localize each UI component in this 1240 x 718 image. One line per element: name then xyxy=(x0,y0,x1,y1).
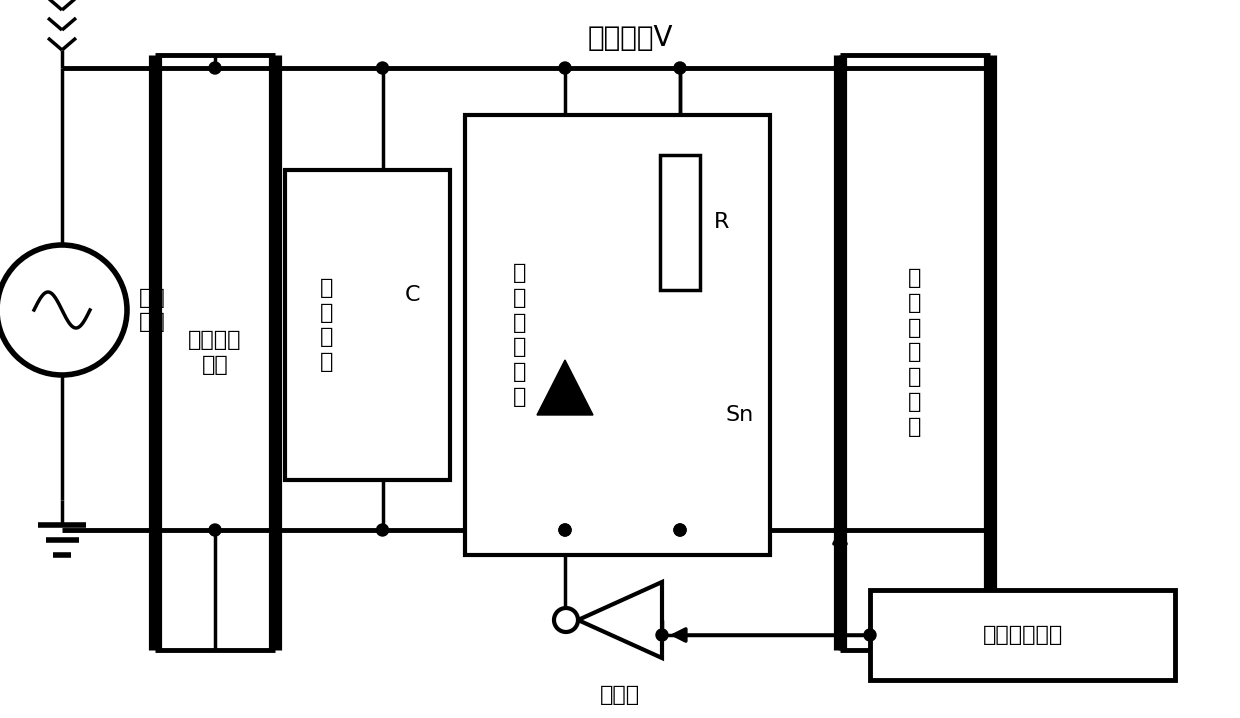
Circle shape xyxy=(377,524,388,536)
Circle shape xyxy=(656,629,668,641)
Circle shape xyxy=(559,62,570,74)
Circle shape xyxy=(675,524,686,536)
Text: 时序发生设备: 时序发生设备 xyxy=(982,625,1063,645)
Text: 脉
冲
匹
配
网
络: 脉 冲 匹 配 网 络 xyxy=(513,263,527,407)
Text: Sn: Sn xyxy=(725,405,754,425)
Text: 大
功
率
脉
冲
负
载: 大 功 率 脉 冲 负 载 xyxy=(909,268,921,437)
Circle shape xyxy=(835,62,846,74)
Circle shape xyxy=(864,629,875,641)
Bar xyxy=(660,155,701,290)
Circle shape xyxy=(675,62,686,74)
Circle shape xyxy=(554,608,578,632)
Polygon shape xyxy=(578,582,662,658)
Circle shape xyxy=(559,524,570,536)
Circle shape xyxy=(559,524,570,536)
Circle shape xyxy=(210,524,221,536)
Circle shape xyxy=(210,62,221,74)
Text: 电源匹配
网络: 电源匹配 网络 xyxy=(188,330,242,375)
Polygon shape xyxy=(537,360,593,415)
Circle shape xyxy=(675,524,686,536)
Text: 反向器: 反向器 xyxy=(600,685,640,705)
Bar xyxy=(870,590,1176,680)
Text: R: R xyxy=(714,213,729,233)
Text: 供电
电源: 供电 电源 xyxy=(139,288,165,332)
Circle shape xyxy=(835,524,846,536)
Circle shape xyxy=(377,62,388,74)
Text: 母线电压V: 母线电压V xyxy=(588,24,673,52)
Bar xyxy=(465,115,770,555)
Text: C: C xyxy=(404,285,420,305)
Text: 储
能
电
容: 储 能 电 容 xyxy=(320,278,334,372)
Bar xyxy=(285,170,450,480)
